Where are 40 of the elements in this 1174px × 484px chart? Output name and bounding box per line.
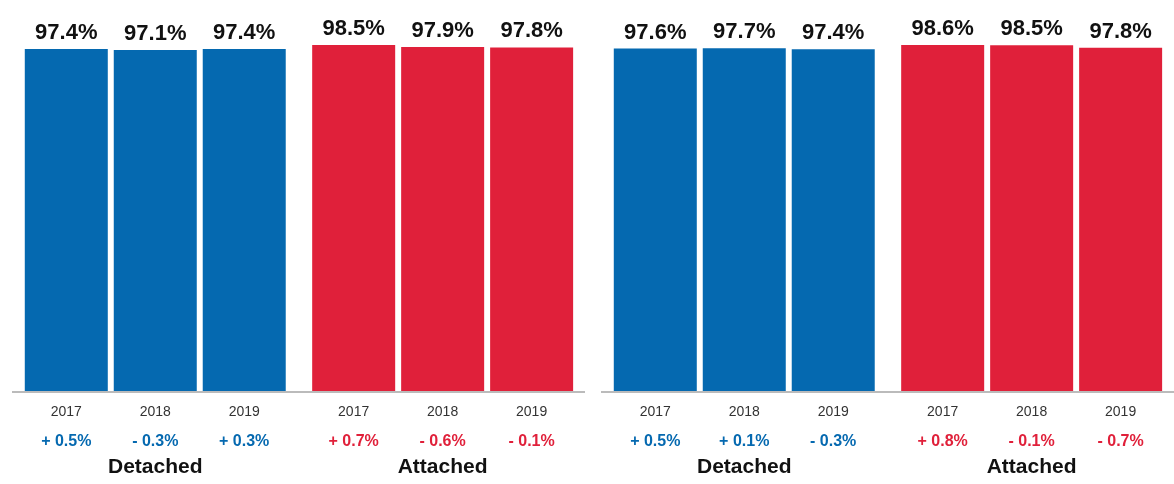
data-label: 97.4% <box>802 19 865 45</box>
text: + 0.5% <box>41 432 92 449</box>
text: - 0.6% <box>419 432 466 449</box>
x-tick-label: 2018 <box>427 403 459 419</box>
x-tick-label: 2017 <box>50 403 83 419</box>
data-label: 97.9% <box>411 17 474 43</box>
text: Detached <box>696 454 793 478</box>
data-label: 97.4% <box>213 18 276 44</box>
text: - 0.1% <box>1008 432 1055 449</box>
data-label: 98.5% <box>322 15 385 40</box>
data-label: 98.6% <box>911 15 974 40</box>
text: Detached <box>107 454 204 478</box>
x-tick-label: 2018 <box>139 403 172 419</box>
text: Attached <box>396 454 489 478</box>
x-tick-label: 2018 <box>1016 403 1048 419</box>
text: - 0.1% <box>508 432 555 449</box>
data-label: 98.5% <box>1000 15 1063 41</box>
text: Attached <box>985 454 1078 478</box>
text: + 0.7% <box>328 432 379 449</box>
x-tick-label: 2019 <box>1105 403 1137 419</box>
data-label: 97.1% <box>124 19 187 45</box>
x-tick-label: 2019 <box>817 403 850 419</box>
data-label: 97.6% <box>624 18 687 44</box>
text: + 0.3% <box>219 432 270 449</box>
x-tick-label: 2017 <box>338 403 370 419</box>
x-tick-label: 2018 <box>728 403 761 419</box>
x-tick-label: 2017 <box>639 403 672 419</box>
text: - 0.3% <box>132 432 179 449</box>
data-label: 97.8% <box>500 17 563 43</box>
x-tick-label: 2017 <box>927 403 959 419</box>
text: + 0.5% <box>630 432 681 449</box>
data-label: 97.8% <box>1089 17 1152 43</box>
text: + 0.1% <box>719 432 770 449</box>
x-tick-label: 2019 <box>228 403 261 419</box>
text: - 0.3% <box>810 432 857 449</box>
data-label: 97.7% <box>713 18 776 44</box>
x-tick-label: 2019 <box>516 403 548 419</box>
data-label: 97.4% <box>35 18 98 44</box>
text: - 0.7% <box>1097 432 1144 449</box>
text: + 0.8% <box>917 432 968 449</box>
